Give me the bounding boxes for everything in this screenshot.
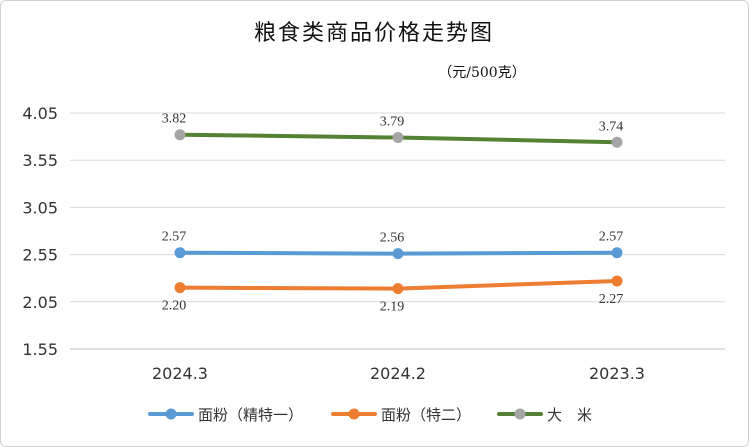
legend-label: 面粉（特二） xyxy=(381,406,471,424)
data-label: 2.57 xyxy=(599,230,624,245)
legend-label: 大 米 xyxy=(547,406,592,424)
legend-label: 面粉（精特一） xyxy=(198,406,303,424)
y-tick-label: 3.05 xyxy=(22,198,58,217)
y-axis-ticks: 4.05 3.55 3.05 2.55 2.05 1.55 xyxy=(22,104,58,359)
y-tick-label: 2.05 xyxy=(22,293,58,312)
legend: 面粉（精特一） 面粉（特二） 大 米 xyxy=(148,406,592,424)
data-label: 2.56 xyxy=(380,231,405,246)
data-point xyxy=(174,129,186,141)
data-point xyxy=(611,275,623,287)
y-tick-label: 1.55 xyxy=(22,340,58,359)
grid-lines xyxy=(70,112,725,350)
data-point xyxy=(392,248,404,260)
legend-marker xyxy=(514,408,526,420)
y-tick-label: 4.05 xyxy=(22,104,58,123)
data-label: 2.19 xyxy=(380,300,405,315)
x-axis-ticks: 2024.3 2024.2 2023.3 xyxy=(152,364,645,383)
data-label: 3.82 xyxy=(162,112,187,127)
chart-title: 粮食类商品价格走势图 xyxy=(254,21,494,46)
data-point xyxy=(611,247,623,259)
x-tick-label: 2024.3 xyxy=(152,364,208,383)
legend-marker xyxy=(165,408,177,420)
data-point xyxy=(392,283,404,295)
data-label: 3.79 xyxy=(380,115,405,130)
data-point xyxy=(392,132,404,144)
data-label: 3.74 xyxy=(599,119,624,134)
data-point xyxy=(174,247,186,259)
legend-marker xyxy=(348,408,360,420)
series-group: 2.57 2.56 2.57 2.20 2.19 2.27 3.82 3.79 3.74 xyxy=(162,112,624,315)
chart-unit-subtitle: （元/500克） xyxy=(438,65,525,81)
x-tick-label: 2023.3 xyxy=(589,364,645,383)
y-tick-label: 3.55 xyxy=(22,151,58,170)
data-label: 2.27 xyxy=(599,292,624,307)
data-point xyxy=(174,282,186,294)
data-point xyxy=(611,136,623,148)
data-label: 2.20 xyxy=(162,299,187,314)
y-tick-label: 2.55 xyxy=(22,246,58,265)
data-label: 2.57 xyxy=(162,230,187,245)
x-tick-label: 2024.2 xyxy=(370,364,426,383)
